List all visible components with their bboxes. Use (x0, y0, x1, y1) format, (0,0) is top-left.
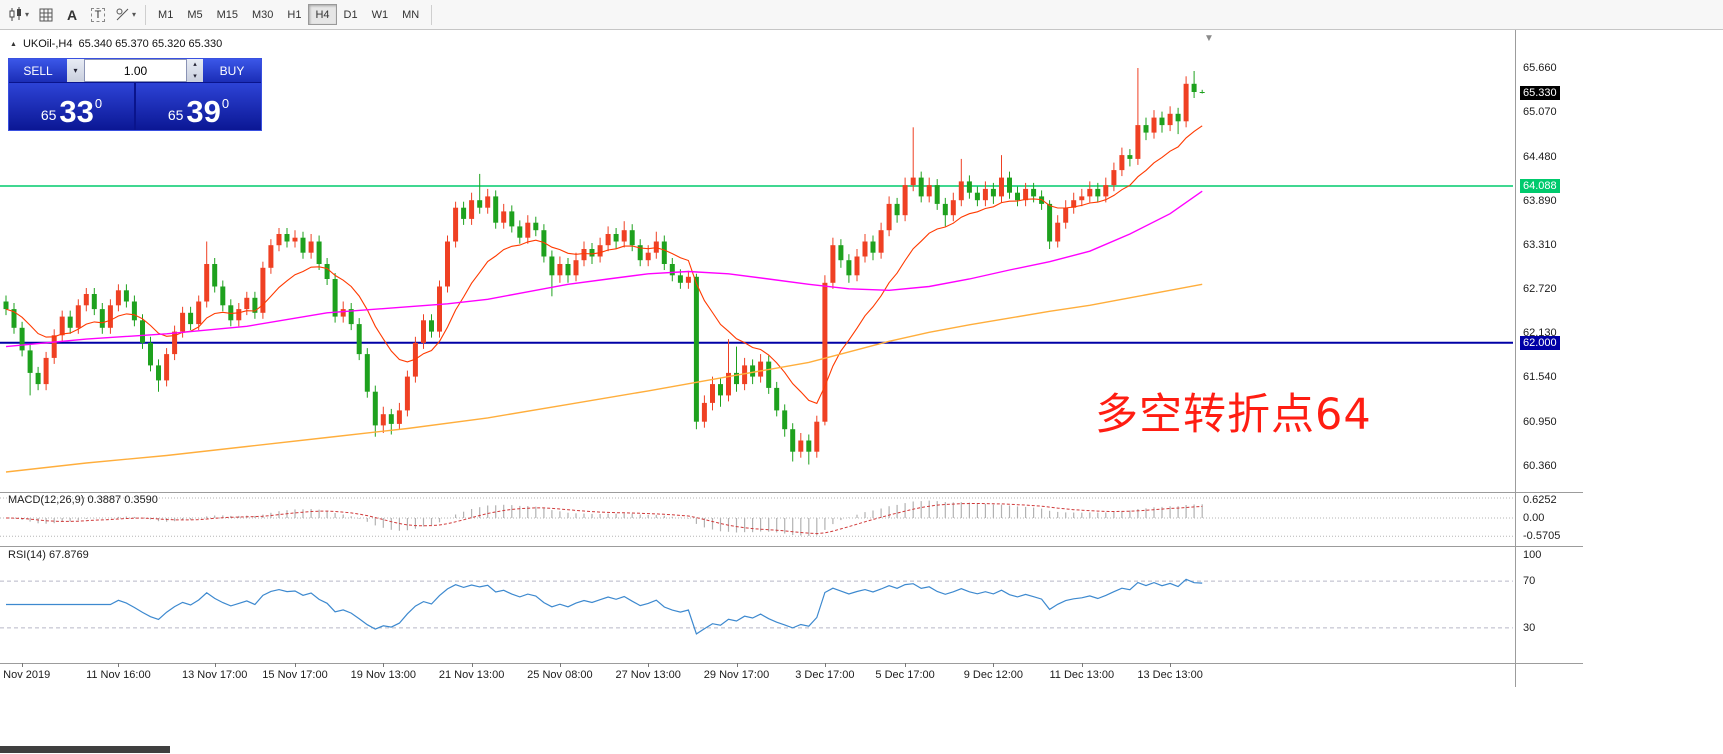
timeframe-h4[interactable]: H4 (308, 4, 337, 25)
buy-price-prefix: 65 (167, 107, 184, 123)
rsi-chart[interactable] (0, 546, 1513, 663)
volume-input[interactable] (84, 59, 187, 82)
rsi-value: 67.8769 (48, 549, 89, 561)
macd-signal-value: 0.3590 (124, 494, 158, 506)
buy-button[interactable]: BUY (203, 59, 261, 82)
chevron-down-icon: ▾ (132, 10, 137, 19)
timeframe-mn[interactable]: MN (395, 4, 426, 25)
time-axis-tick (471, 663, 473, 667)
timeframe-d1[interactable]: D1 (337, 4, 365, 25)
timeframe-w1[interactable]: W1 (365, 4, 396, 25)
time-axis-tick (648, 663, 650, 667)
time-axis-label: 11 Dec 13:00 (1049, 669, 1115, 681)
time-axis-label: 27 Nov 13:00 (615, 669, 681, 681)
grid-icon (39, 8, 53, 21)
one-click-trade-panel: SELL ▾ ▴ ▾ BUY 65 33 0 65 39 0 (8, 58, 262, 131)
letter-t-icon: T (90, 7, 106, 22)
time-axis-label: 15 Nov 17:00 (262, 669, 328, 681)
chart-style-button[interactable]: ▾ (4, 3, 33, 27)
volume-stepper[interactable]: ▴ ▾ (187, 59, 203, 82)
panel-separator[interactable] (0, 546, 1583, 547)
text-label-button[interactable]: A (59, 3, 85, 27)
chevron-down-icon: ▾ (73, 66, 78, 75)
time-axis-tick (1081, 663, 1083, 667)
time-axis-label: 13 Dec 13:00 (1137, 669, 1203, 681)
time-axis-tick (736, 663, 738, 667)
chart-panel[interactable]: ▲ UKOil-,H4 65.340 65.370 65.320 65.330 … (0, 30, 1723, 492)
time-axis-label: 29 Nov 17:00 (703, 669, 770, 681)
time-axis-label: 9 Dec 12:00 (963, 669, 1024, 681)
symbol-timeframe: UKOil-,H4 (22, 38, 73, 50)
time-axis-label: 7 Nov 2019 (0, 669, 51, 681)
time-axis-label: 25 Nov 08:00 (527, 669, 593, 681)
trade-panel-top-row: SELL ▾ ▴ ▾ BUY (9, 59, 261, 82)
time-axis-tick (383, 663, 385, 667)
timeframe-m1[interactable]: M1 (151, 4, 180, 25)
indicator-grid-button[interactable] (33, 3, 59, 27)
time-axis-tick (905, 663, 907, 667)
time-axis-tick (214, 663, 216, 667)
rsi-panel[interactable]: RSI(14) 67.8769 (0, 546, 1723, 663)
time-axis-label: 21 Nov 13:00 (438, 669, 505, 681)
quote-ohlc: 65.340 65.370 65.320 65.330 (78, 38, 223, 50)
buy-price[interactable]: 65 39 0 (136, 83, 261, 130)
chart-annotation: 多空转折点64 (1095, 390, 1372, 440)
macd-panel[interactable]: MACD(12,26,9) 0.3887 0.3590 (0, 492, 1723, 546)
time-axis-tick (993, 663, 995, 667)
rsi-name: RSI(14) (8, 549, 46, 561)
macd-chart[interactable] (0, 492, 1513, 546)
chart-shift-marker-icon[interactable]: ▼ (1204, 33, 1214, 44)
direction-arrow-icon: ▲ (10, 40, 17, 48)
panel-separator[interactable] (0, 492, 1583, 493)
toolbar-separator (145, 4, 147, 25)
letter-a-icon: A (66, 6, 78, 23)
macd-value: 0.3887 (87, 494, 122, 506)
sell-button[interactable]: SELL (9, 59, 67, 82)
trade-panel-prices: 65 33 0 65 39 0 (9, 82, 261, 130)
text-box-button[interactable]: T (85, 3, 111, 27)
time-axis-tick (295, 663, 296, 667)
macd-name: MACD(12,26,9) (8, 494, 85, 506)
stepper-down-icon[interactable]: ▾ (193, 72, 197, 80)
time-axis-label: 3 Dec 17:00 (795, 669, 855, 681)
price-axis-separator (1515, 30, 1516, 687)
timeframe-m30[interactable]: M30 (245, 4, 280, 25)
stepper-up-icon[interactable]: ▴ (193, 61, 197, 69)
sell-price-sup: 0 (94, 96, 103, 111)
time-axis-tick (22, 663, 24, 667)
draw-tools-icon (116, 8, 129, 21)
candlestick-chart-icon (9, 7, 21, 21)
horizontal-scrollbar[interactable] (0, 746, 170, 753)
toolbar-separator (431, 4, 433, 25)
candlestick-chart[interactable] (0, 30, 1513, 492)
sell-price-prefix: 65 (40, 107, 57, 123)
buy-price-big: 39 (186, 93, 221, 129)
time-axis[interactable]: 7 Nov 2019 11 Nov 16:00 13 Nov 17:00 15 Nov… (0, 663, 1723, 687)
timeframe-m15[interactable]: M15 (210, 4, 245, 25)
time-axis-tick (1170, 663, 1172, 667)
sell-price[interactable]: 65 33 0 (9, 83, 134, 130)
rsi-label: RSI(14) 67.8769 (8, 549, 89, 561)
chevron-down-icon: ▾ (25, 10, 30, 19)
time-axis-label: 13 Nov 17:00 (181, 669, 248, 681)
time-axis-label: 11 Nov 16:00 (86, 669, 151, 681)
buy-price-sup: 0 (221, 96, 230, 111)
panel-separator[interactable] (0, 663, 1583, 664)
time-axis-tick (118, 663, 120, 667)
time-axis-label: 19 Nov 13:00 (350, 669, 417, 681)
draw-tools-button[interactable]: ▾ (111, 3, 140, 27)
time-axis-tick (559, 663, 561, 667)
time-axis-label: 5 Dec 17:00 (875, 669, 935, 681)
volume-dropdown[interactable]: ▾ (67, 59, 84, 82)
toolbar: ▾ A T ▾ M1 M5 M15 M30 H1 H4 D1 W1 MN (0, 0, 1723, 30)
macd-label: MACD(12,26,9) 0.3887 0.3590 (8, 494, 158, 506)
time-axis-tick (824, 663, 826, 667)
quote-bar: ▲ UKOil-,H4 65.340 65.370 65.320 65.330 (10, 38, 222, 50)
sell-price-big: 33 (59, 93, 94, 129)
timeframe-h1[interactable]: H1 (280, 4, 308, 25)
timeframe-m5[interactable]: M5 (180, 4, 209, 25)
